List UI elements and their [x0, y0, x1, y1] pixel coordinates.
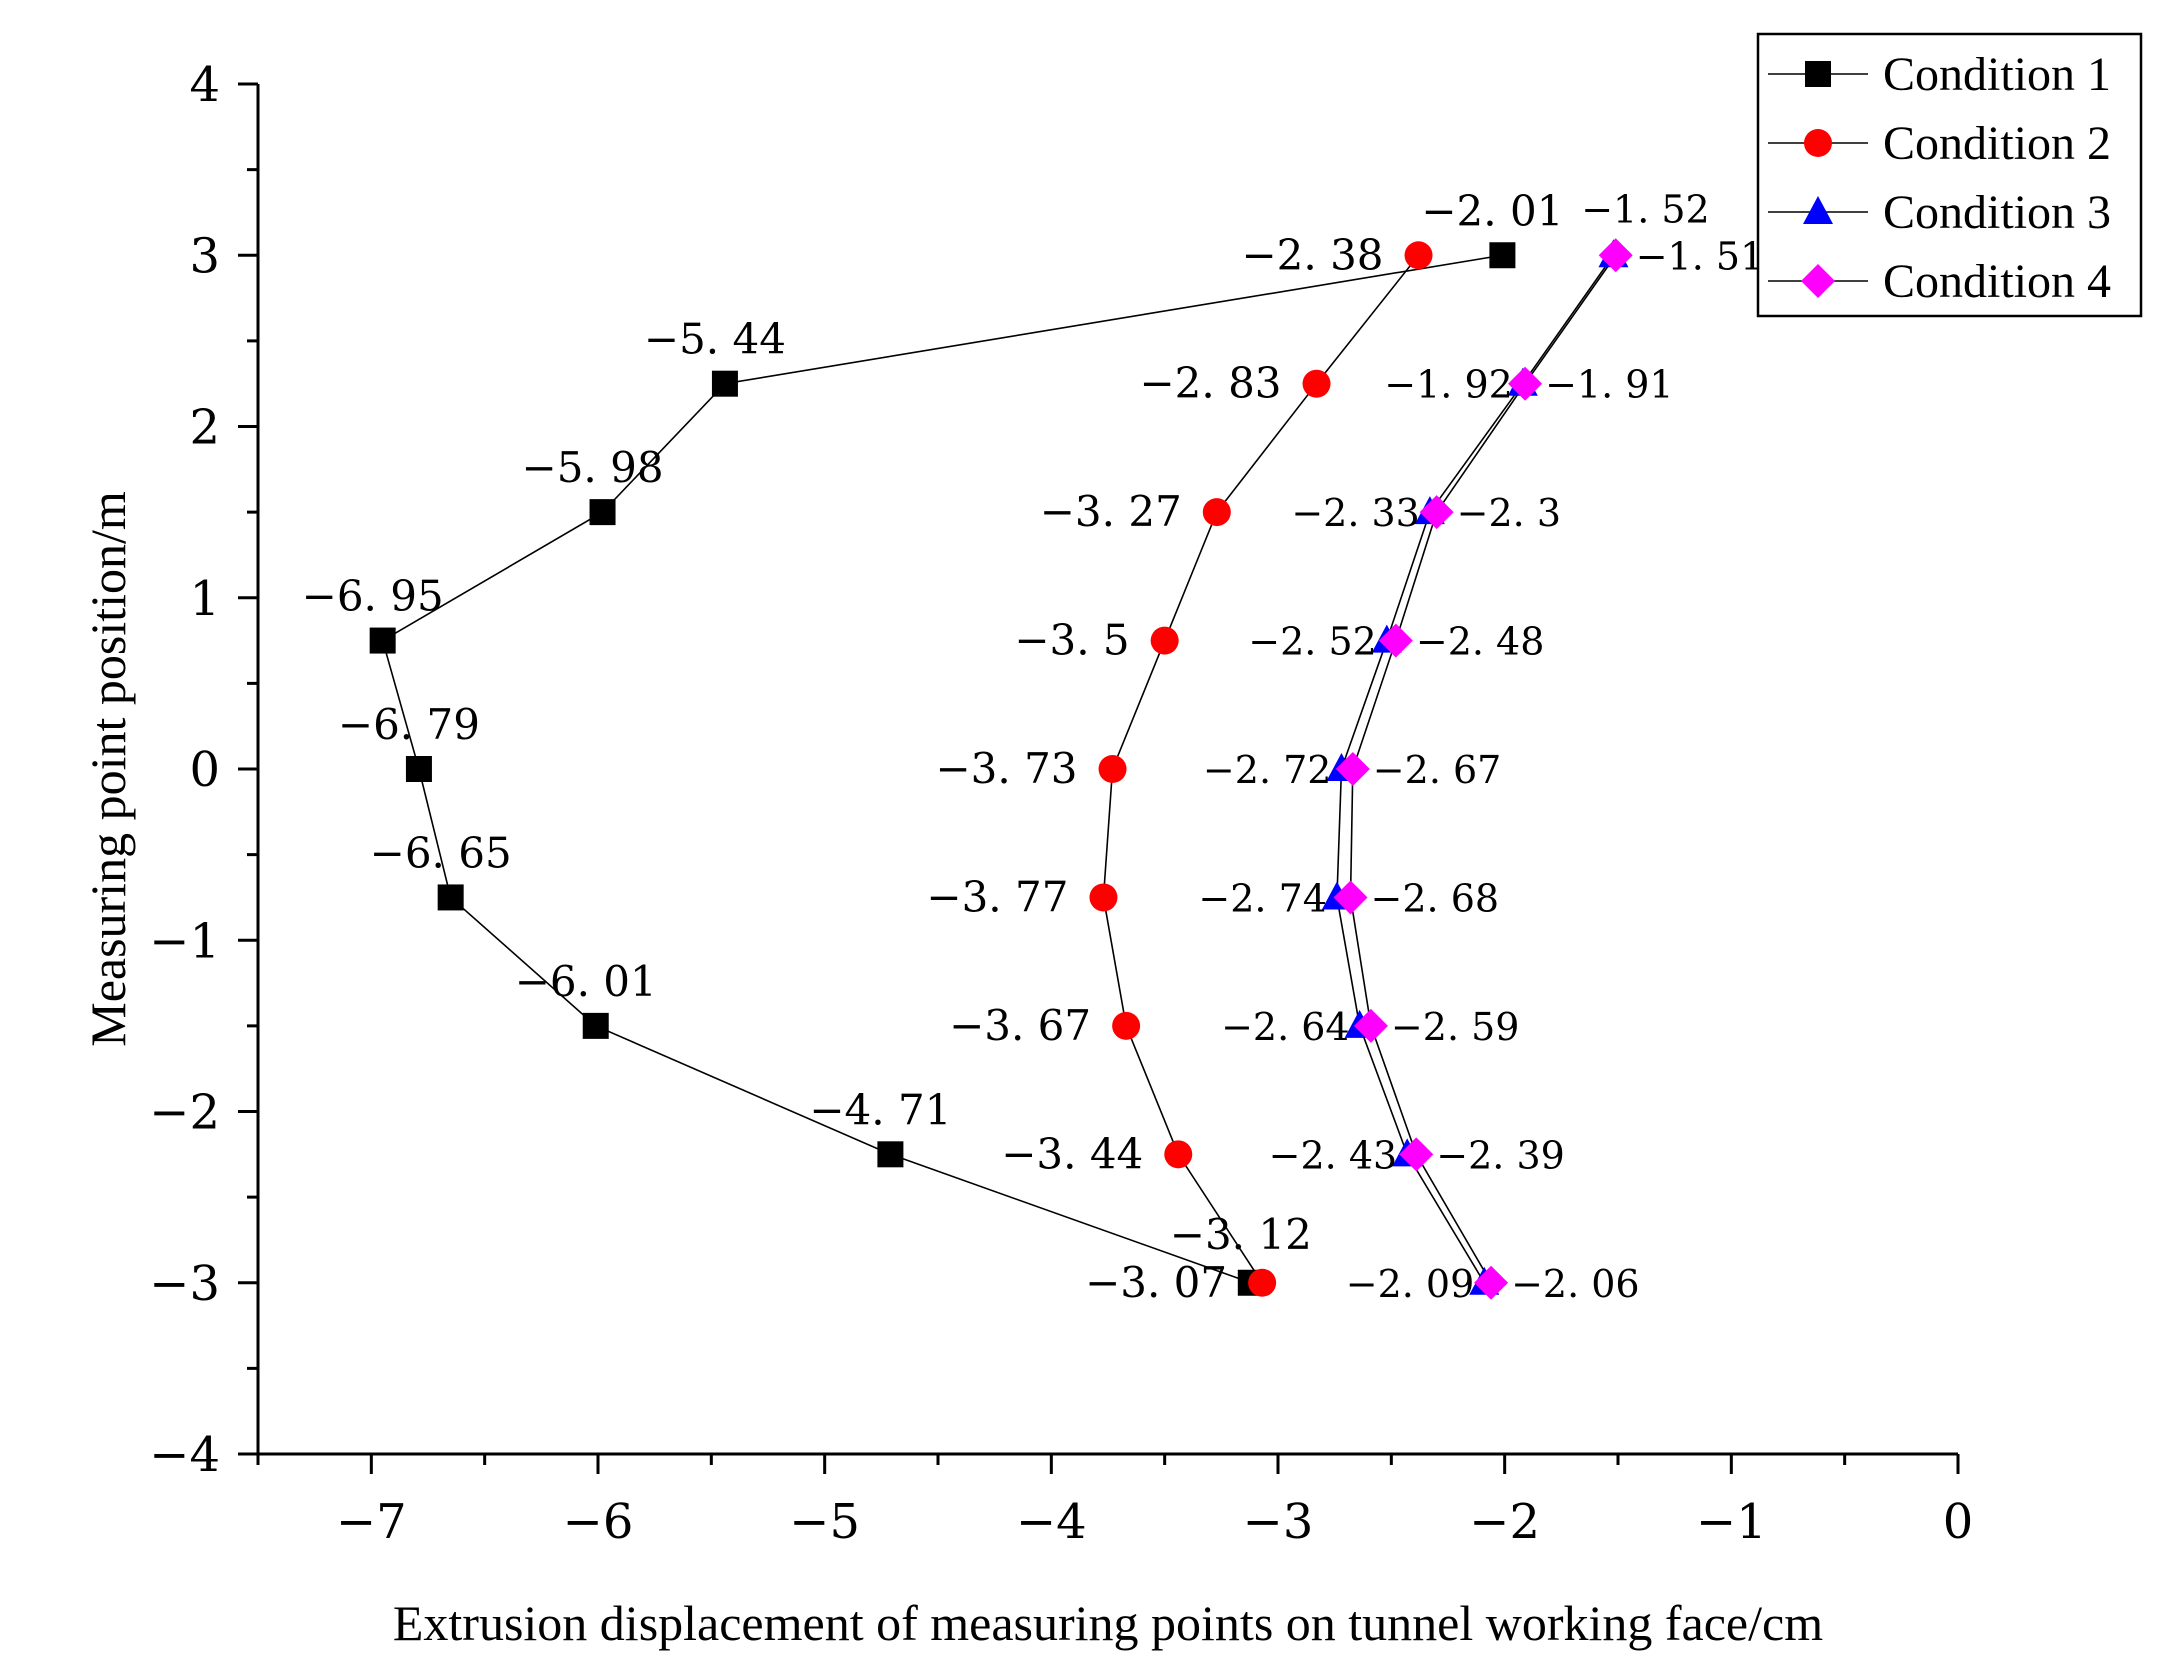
- x-tick-label: −4: [1016, 1494, 1087, 1550]
- data-label-condition-3: −2. 52: [1248, 620, 1377, 664]
- data-labels: −2. 01 −5. 44 −5. 98 −6. 95 −6. 79 −6. 65 −6. …: [302, 186, 1765, 1307]
- data-label-condition-2: −2. 38: [1241, 230, 1383, 279]
- point-condition-1: [589, 499, 616, 526]
- y-tick-label: −3: [149, 1256, 220, 1312]
- point-condition-1: [582, 1012, 609, 1039]
- point-condition-4: [1474, 1265, 1509, 1300]
- data-label-condition-4: −1. 51: [1636, 234, 1765, 278]
- data-label-condition-3: −2. 74: [1198, 876, 1327, 920]
- data-label-condition-1: −6. 65: [370, 828, 512, 877]
- legend: Condition 1 Condition 2 Condition 3 Conditi…: [1756, 32, 2143, 318]
- y-tick-label: 0: [189, 742, 220, 798]
- y-tick-label: −2: [149, 1085, 220, 1141]
- point-condition-4: [1598, 238, 1633, 273]
- data-label-condition-4: −2. 48: [1416, 620, 1545, 664]
- legend-label-condition-1: Condition 1: [1883, 48, 2111, 101]
- point-condition-4: [1353, 1008, 1388, 1043]
- y-tick-label: 1: [189, 571, 220, 627]
- data-label-condition-3: −1. 92: [1384, 363, 1513, 407]
- x-axis-title: Extrusion displacement of measuring poin…: [393, 1595, 1823, 1651]
- point-condition-2: [1164, 1140, 1193, 1169]
- data-label-condition-1: −3. 12: [1170, 1210, 1312, 1259]
- point-condition-2: [1150, 626, 1179, 655]
- data-label-condition-2: −3. 67: [949, 1001, 1091, 1050]
- data-label-condition-3: −2. 09: [1346, 1262, 1475, 1306]
- data-label-condition-3: −2. 33: [1291, 491, 1420, 535]
- point-condition-1: [437, 884, 464, 911]
- data-label-condition-1: −4. 71: [809, 1085, 951, 1134]
- data-label-condition-4: −2. 67: [1373, 748, 1502, 792]
- point-condition-1: [405, 756, 432, 782]
- point-condition-2: [1098, 755, 1127, 783]
- legend-marker-condition-1: [1805, 61, 1831, 87]
- data-label-condition-1: −6. 01: [515, 957, 657, 1006]
- data-label-condition-2: −3. 27: [1040, 487, 1182, 536]
- data-label-condition-4: −2. 3: [1457, 491, 1561, 535]
- point-condition-1: [1489, 242, 1516, 269]
- legend-label-condition-3: Condition 3: [1883, 186, 2111, 239]
- data-label-condition-1: −5. 44: [644, 315, 786, 364]
- data-label-condition-4: −2. 39: [1436, 1133, 1565, 1177]
- x-tick-label: −6: [563, 1494, 634, 1550]
- point-condition-2: [1202, 498, 1231, 527]
- x-tick-label: −2: [1469, 1494, 1540, 1550]
- data-label-condition-1: −2. 01: [1421, 186, 1563, 235]
- point-condition-2: [1112, 1011, 1141, 1040]
- data-label-condition-2: −2. 83: [1139, 359, 1281, 408]
- point-condition-4: [1399, 1137, 1434, 1172]
- y-tick-label: −4: [149, 1427, 220, 1483]
- y-axis-title: Measuring point position/m: [80, 491, 136, 1047]
- y-tick-label: 4: [189, 57, 220, 113]
- point-condition-2: [1089, 883, 1118, 912]
- y-tick-label: 2: [189, 400, 220, 456]
- point-condition-4: [1508, 366, 1543, 401]
- point-condition-4: [1419, 495, 1454, 530]
- data-label-condition-3: −1. 52: [1581, 187, 1710, 231]
- data-label-condition-2: −3. 44: [1001, 1129, 1143, 1178]
- legend-label-condition-2: Condition 2: [1883, 117, 2111, 170]
- legend-label-condition-4: Condition 4: [1883, 255, 2111, 308]
- data-label-condition-3: −2. 72: [1203, 748, 1332, 792]
- point-condition-4: [1378, 623, 1413, 658]
- point-condition-1: [877, 1141, 904, 1168]
- x-tick-label: −3: [1243, 1494, 1314, 1550]
- legend-marker-condition-2: [1804, 129, 1832, 157]
- data-label-condition-3: −2. 64: [1221, 1005, 1350, 1049]
- data-label-condition-2: −3. 73: [935, 744, 1077, 793]
- point-condition-2: [1302, 369, 1331, 398]
- legend-marker-condition-3: [1803, 196, 1833, 224]
- data-label-condition-3: −2. 43: [1269, 1133, 1398, 1177]
- series-markers: [369, 238, 1633, 1300]
- data-label-condition-2: −3. 07: [1085, 1258, 1227, 1307]
- point-condition-4: [1333, 880, 1368, 915]
- x-tick-label: −7: [336, 1494, 407, 1550]
- point-condition-2: [1248, 1268, 1277, 1297]
- data-label-condition-4: −1. 91: [1545, 363, 1674, 407]
- legend-marker-condition-4: [1801, 264, 1835, 298]
- point-condition-4: [1335, 752, 1370, 786]
- data-label-condition-1: −6. 95: [302, 572, 444, 621]
- data-label-condition-4: −2. 06: [1511, 1262, 1640, 1306]
- data-label-condition-1: −5. 98: [522, 443, 664, 492]
- point-condition-2: [1404, 241, 1433, 270]
- data-label-condition-4: −2. 68: [1371, 876, 1500, 920]
- point-condition-1: [711, 370, 738, 397]
- x-tick-label: −1: [1696, 1494, 1767, 1550]
- x-tick-label: −5: [789, 1494, 860, 1550]
- data-label-condition-4: −2. 59: [1391, 1005, 1520, 1049]
- x-tick-label: 0: [1943, 1494, 1974, 1550]
- x-ticks: −7 −6 −5 −4 −3 −2 −1 0: [256, 1454, 1974, 1550]
- data-label-condition-2: −3. 5: [1014, 616, 1129, 665]
- data-label-condition-2: −3. 77: [926, 872, 1068, 921]
- y-ticks: 4 3 2 1 0 −1 −2 −3 −4: [149, 57, 258, 1483]
- data-label-condition-1: −6. 79: [338, 700, 480, 749]
- y-tick-label: −1: [149, 913, 220, 969]
- point-condition-1: [369, 627, 396, 654]
- y-tick-label: 3: [189, 228, 220, 284]
